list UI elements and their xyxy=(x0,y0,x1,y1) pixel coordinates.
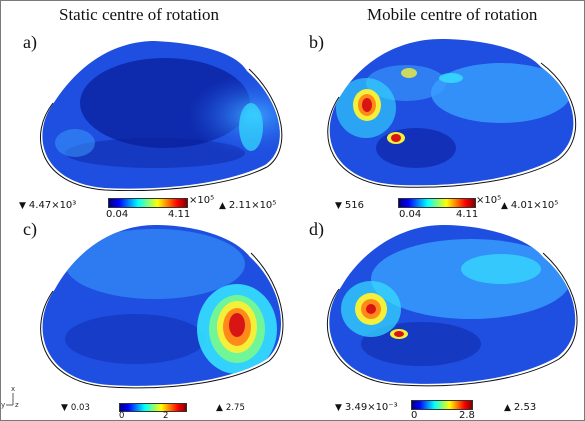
min-value-a: ▼ 4.47×10³ xyxy=(19,200,77,211)
panel-letter-c: c) xyxy=(23,219,37,239)
colorbar-high-b: 4.11 xyxy=(456,209,479,220)
colorbar-high-d: 2.8 xyxy=(459,410,475,421)
max-value-c: ▲ 2.75 xyxy=(216,403,245,413)
colorbar-high-a: 4.11 xyxy=(168,209,191,220)
axis-x-label: x xyxy=(11,385,16,393)
colorbar-d xyxy=(411,400,473,410)
colorbar-a xyxy=(108,198,188,208)
kidney-plot-d xyxy=(326,225,578,387)
colorbar-high-c: 2 xyxy=(163,411,169,421)
colorbar-low-a: 0.04 xyxy=(106,209,129,220)
kidney-plot-b xyxy=(327,39,577,188)
max-value-a: ▲ 2.11×10⁵ xyxy=(219,200,277,211)
axis-triad-arrows xyxy=(6,393,14,406)
column-title-mobile: Mobile centre of rotation xyxy=(367,5,538,24)
axis-z-label: z xyxy=(15,401,19,409)
kidney-plot-c xyxy=(40,225,284,389)
kidney-plot-a xyxy=(40,41,283,191)
panel-letter-b: b) xyxy=(309,32,324,52)
axis-triad: x y z xyxy=(1,385,25,411)
max-value-d: ▲ 2.53 xyxy=(504,402,537,413)
min-value-c: ▼ 0.03 xyxy=(61,403,90,413)
panel-letter-a: a) xyxy=(23,32,37,52)
colorbar-b xyxy=(398,198,476,208)
colorbar-low-d: 0 xyxy=(411,410,418,421)
column-title-static: Static centre of rotation xyxy=(59,5,220,24)
colorbar-exponent-b: ×10⁵ xyxy=(476,195,502,206)
colorbar-low-c: 0 xyxy=(119,411,125,421)
panel-letter-d: d) xyxy=(309,219,324,239)
min-value-b: ▼ 516 xyxy=(335,200,365,211)
colorbar-c xyxy=(119,403,187,412)
max-value-b: ▲ 4.01×10⁵ xyxy=(501,200,559,211)
colorbar-exponent-a: ×10⁵ xyxy=(189,195,215,206)
min-value-d: ▼ 3.49×10⁻³ xyxy=(335,402,398,413)
axis-y-label: y xyxy=(1,401,6,409)
colorbar-low-b: 0.04 xyxy=(399,209,422,220)
